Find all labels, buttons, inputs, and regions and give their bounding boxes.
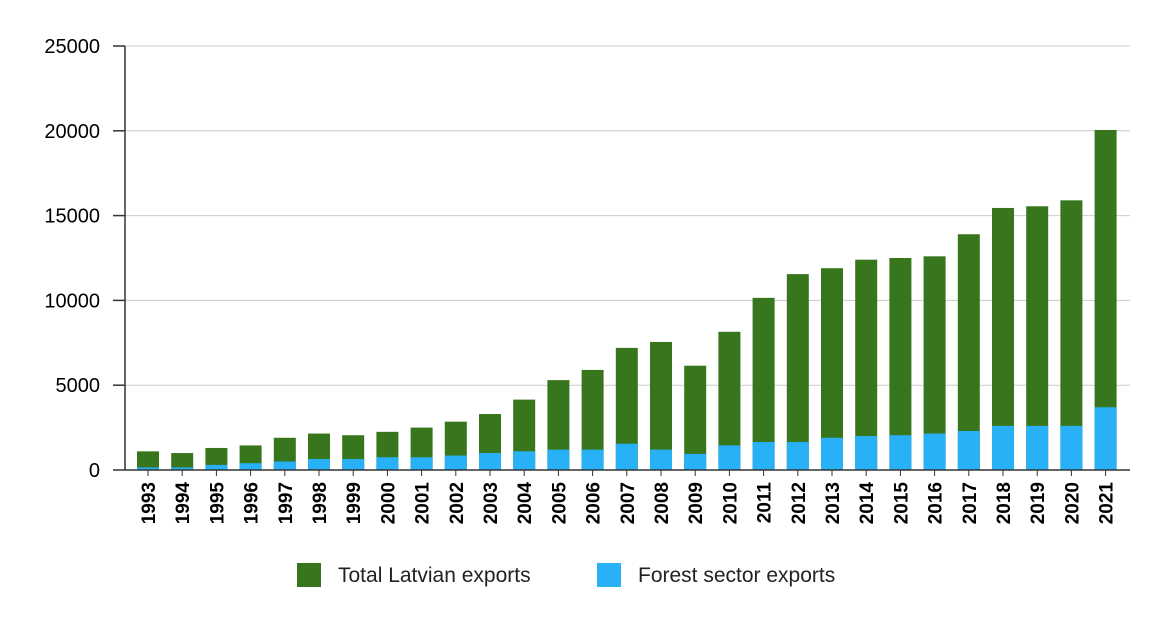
bar-total-latvian-exports <box>684 365 707 470</box>
bar-total-latvian-exports <box>171 453 194 470</box>
bar-forest-sector-exports <box>239 463 262 470</box>
bar-forest-sector-exports <box>581 449 604 470</box>
x-tick-label: 2018 <box>994 482 1015 524</box>
x-tick-label: 1996 <box>242 482 263 524</box>
bar-forest-sector-exports <box>889 435 912 470</box>
legend: Total Latvian exports Forest sector expor… <box>297 563 835 587</box>
y-tick-label: 15000 <box>44 206 100 228</box>
legend-label: Total Latvian exports <box>338 564 531 587</box>
axes <box>124 46 1130 471</box>
bar-total-latvian-exports <box>1026 206 1049 470</box>
bar-total-latvian-exports <box>821 268 843 470</box>
x-tick-label: 2010 <box>720 482 741 524</box>
bar-forest-sector-exports <box>547 449 570 470</box>
x-tick-label: 2021 <box>1097 482 1118 525</box>
x-tick-label: 2009 <box>686 482 707 524</box>
bar-total-latvian-exports <box>957 234 980 470</box>
x-tick-label: 1997 <box>276 482 297 524</box>
bar-forest-sector-exports <box>137 467 159 470</box>
x-tick-label: 2020 <box>1062 482 1083 524</box>
x-tick-label: 2004 <box>515 482 536 525</box>
x-tick-label: 2012 <box>789 482 810 524</box>
y-tick-label: 25000 <box>44 36 100 58</box>
y-tick-label: 5000 <box>56 375 101 397</box>
bar-total-latvian-exports <box>1094 129 1117 470</box>
legend-label: Forest sector exports <box>638 564 835 587</box>
x-tick-label: 2000 <box>378 482 399 524</box>
bar-total-latvian-exports <box>923 256 946 470</box>
bar-total-latvian-exports <box>650 341 672 470</box>
legend-swatch <box>297 563 321 587</box>
x-tick-label: 2005 <box>549 482 570 525</box>
x-tick-label: 1993 <box>139 482 160 524</box>
x-tick-label: 2017 <box>960 482 981 524</box>
bar-forest-sector-exports <box>342 458 365 470</box>
bar-forest-sector-exports <box>684 453 707 470</box>
bar-forest-sector-exports <box>821 437 843 470</box>
bar-forest-sector-exports <box>205 464 228 470</box>
x-axis-ticks: 1993 1994 1995 1996 1997 1998 1999 2000 2001 2002… <box>139 470 1118 524</box>
x-tick-label: 2007 <box>618 482 639 524</box>
legend-swatch <box>597 563 621 587</box>
bar-forest-sector-exports <box>410 457 433 470</box>
bar-forest-sector-exports <box>718 445 741 470</box>
bar-forest-sector-exports <box>1026 425 1049 470</box>
x-tick-label: 2002 <box>447 482 468 524</box>
x-tick-label: 2006 <box>584 482 605 524</box>
x-tick-label: 1999 <box>344 482 365 524</box>
bar-total-latvian-exports <box>1060 200 1083 470</box>
bar-forest-sector-exports <box>513 451 536 470</box>
y-axis-ticks: 0 5000 10000 15000 20000 25000 <box>44 36 125 482</box>
bar-forest-sector-exports <box>923 433 946 470</box>
bar-forest-sector-exports <box>1094 407 1117 470</box>
x-tick-label: 2015 <box>891 482 912 525</box>
bar-forest-sector-exports <box>992 425 1014 470</box>
bars <box>137 129 1117 470</box>
bar-forest-sector-exports <box>957 430 980 470</box>
bar-total-latvian-exports <box>615 347 638 470</box>
bar-total-latvian-exports <box>137 451 159 470</box>
bar-total-latvian-exports <box>855 259 878 470</box>
bar-total-latvian-exports <box>992 207 1014 470</box>
x-tick-label: 2011 <box>755 482 776 524</box>
y-tick-label: 10000 <box>44 290 100 312</box>
x-tick-label: 1994 <box>173 482 194 525</box>
bar-total-latvian-exports <box>718 331 741 470</box>
x-tick-label: 2013 <box>823 482 844 524</box>
bar-total-latvian-exports <box>581 369 604 470</box>
bar-total-latvian-exports <box>752 297 775 470</box>
bar-total-latvian-exports <box>205 447 228 470</box>
bar-forest-sector-exports <box>1060 425 1083 470</box>
bar-forest-sector-exports <box>444 455 467 470</box>
bar-forest-sector-exports <box>615 443 638 470</box>
x-tick-label: 2019 <box>1028 482 1049 524</box>
bar-total-latvian-exports <box>889 258 912 470</box>
bar-forest-sector-exports <box>273 461 296 470</box>
x-tick-label: 2008 <box>652 482 673 524</box>
x-tick-label: 2016 <box>926 482 947 524</box>
x-tick-label: 2014 <box>857 482 878 525</box>
x-tick-label: 2003 <box>481 482 502 524</box>
bar-forest-sector-exports <box>376 457 399 470</box>
bar-forest-sector-exports <box>479 453 501 470</box>
bar-forest-sector-exports <box>308 458 330 470</box>
y-tick-label: 0 <box>89 460 100 482</box>
bar-forest-sector-exports <box>786 442 809 470</box>
y-tick-label: 20000 <box>44 121 100 143</box>
bar-total-latvian-exports <box>547 380 570 470</box>
bar-total-latvian-exports <box>786 274 809 470</box>
bar-forest-sector-exports <box>171 467 194 470</box>
bar-forest-sector-exports <box>855 436 878 470</box>
bar-forest-sector-exports <box>650 449 672 470</box>
x-tick-label: 1998 <box>310 482 331 524</box>
x-tick-label: 1995 <box>207 482 228 525</box>
bar-forest-sector-exports <box>752 442 775 470</box>
x-tick-label: 2001 <box>413 482 434 525</box>
